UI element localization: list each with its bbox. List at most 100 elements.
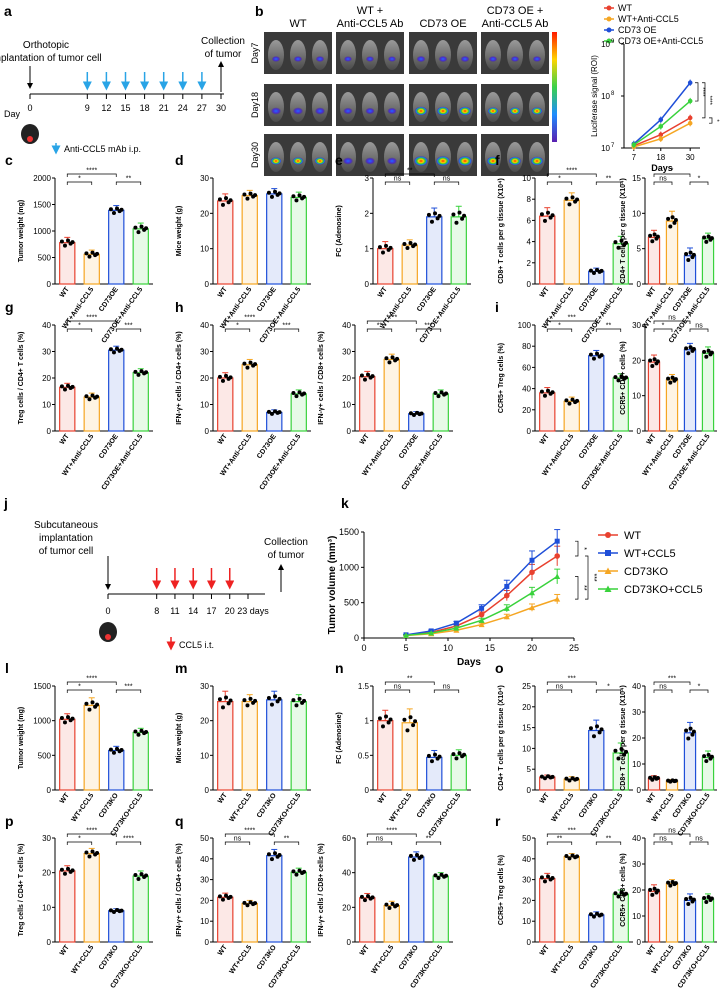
bar-chart-h1: h 0 10 20 30 40 IFN-γ+ cells / CD4+ cells (%) W…	[175, 299, 311, 491]
bar	[241, 902, 258, 943]
mouse-silhouette	[384, 92, 400, 122]
y-tick-label: 40	[342, 869, 351, 878]
significance-label: *	[580, 547, 587, 550]
data-point	[302, 194, 307, 199]
bar	[241, 364, 258, 432]
data-point	[588, 268, 593, 273]
data-point	[595, 724, 600, 729]
x-tick-label: CD73KO	[98, 792, 120, 820]
significance-bracket	[66, 689, 93, 693]
data-point	[266, 409, 271, 414]
y-tick-label: 40	[42, 321, 51, 330]
data-point	[619, 374, 624, 379]
data-point	[648, 358, 653, 363]
data-point	[266, 852, 271, 857]
bioluminescence-signal	[344, 56, 352, 62]
data-point	[248, 360, 253, 365]
data-point	[591, 356, 596, 361]
data-point	[462, 213, 467, 218]
bar	[290, 700, 307, 791]
data-point	[709, 350, 714, 355]
imaging-row-label: Day7	[250, 42, 260, 63]
y-tick-label: 40	[632, 834, 641, 843]
bar-chart-q2: 0 20 40 60 IFN-γ+ cells / CD8+ cells (%) WT WT…	[318, 828, 453, 990]
bar	[217, 200, 234, 285]
significance-label: ****	[86, 676, 97, 683]
panel-letter: m	[175, 660, 187, 676]
x-tick-label: WT	[359, 433, 371, 447]
bioluminescence-signal	[508, 156, 522, 166]
legend-label: WT+CCL5	[624, 548, 676, 560]
bioluminescence-signal	[488, 56, 498, 62]
data-point	[688, 250, 693, 255]
x-tick-label: WT	[217, 944, 229, 958]
significance-label: ****	[86, 168, 97, 175]
y-tick-label: 2	[527, 259, 532, 268]
y-tick-label: 10	[42, 401, 51, 410]
data-point	[673, 218, 678, 223]
mouse-silhouette	[362, 92, 378, 122]
y-tick-label: 10	[200, 917, 209, 926]
data-point	[433, 211, 438, 216]
significance-bracket	[366, 320, 417, 324]
data-point	[294, 394, 299, 399]
significance-bracket	[224, 833, 275, 837]
significance-bracket	[653, 841, 673, 845]
data-point	[411, 857, 416, 862]
y-tick-label: 1.5	[358, 682, 370, 691]
significance-bracket	[224, 320, 275, 324]
significance-label: ns	[668, 828, 676, 835]
data-point	[277, 410, 282, 415]
data-point	[439, 390, 444, 395]
data-point	[273, 694, 278, 699]
significance-label: **	[407, 168, 413, 175]
data-point	[266, 190, 271, 195]
y-tick-label: 10	[522, 917, 531, 926]
data-point	[529, 557, 535, 563]
bioluminescence-signal	[436, 156, 450, 166]
bar	[539, 392, 556, 432]
data-point	[136, 372, 141, 377]
y-tick-label: 20	[522, 703, 531, 712]
data-point	[650, 239, 655, 244]
bar	[539, 776, 556, 791]
data-point	[139, 369, 144, 374]
data-point	[384, 902, 389, 907]
data-point	[115, 206, 120, 211]
data-point	[297, 390, 302, 395]
mouse-silhouette	[485, 92, 501, 122]
bioluminescence-signal	[414, 156, 428, 166]
y-axis-label: Tumor weight (mg)	[18, 707, 25, 769]
significance-label: ns	[376, 836, 384, 843]
data-point	[688, 345, 693, 350]
x-tick-label: WT+CCL5	[229, 792, 254, 823]
bar	[241, 195, 258, 285]
data-point	[291, 194, 296, 199]
bar	[217, 700, 234, 791]
bioluminescence-signal	[388, 56, 396, 62]
data-point	[706, 895, 711, 900]
mouse-icon	[21, 124, 39, 144]
significance-label: *	[236, 323, 239, 330]
y-tick-label: 20	[200, 374, 209, 383]
y-tick-label: 10	[200, 751, 209, 760]
data-point	[658, 117, 664, 123]
data-point	[408, 411, 413, 416]
significance-bracket	[273, 328, 300, 332]
y-axis-label: CD4+ T cells per g tissue (X10⁴)	[498, 685, 505, 791]
data-point	[95, 394, 100, 399]
data-point	[87, 854, 92, 859]
x-tick-label: CD73OE	[98, 286, 120, 313]
bar	[290, 871, 307, 943]
data-point	[631, 142, 637, 148]
data-point	[248, 696, 253, 701]
bioluminescence-signal	[438, 55, 448, 63]
x-tick-label: 20	[527, 643, 537, 653]
data-point	[539, 774, 544, 779]
data-point	[70, 868, 75, 873]
legend-label: CD73KO+CCL5	[624, 584, 703, 596]
data-point	[133, 872, 138, 877]
x-tick-label: WT+CCL5	[371, 944, 396, 975]
data-point	[119, 207, 124, 212]
significance-label: **	[606, 323, 612, 330]
